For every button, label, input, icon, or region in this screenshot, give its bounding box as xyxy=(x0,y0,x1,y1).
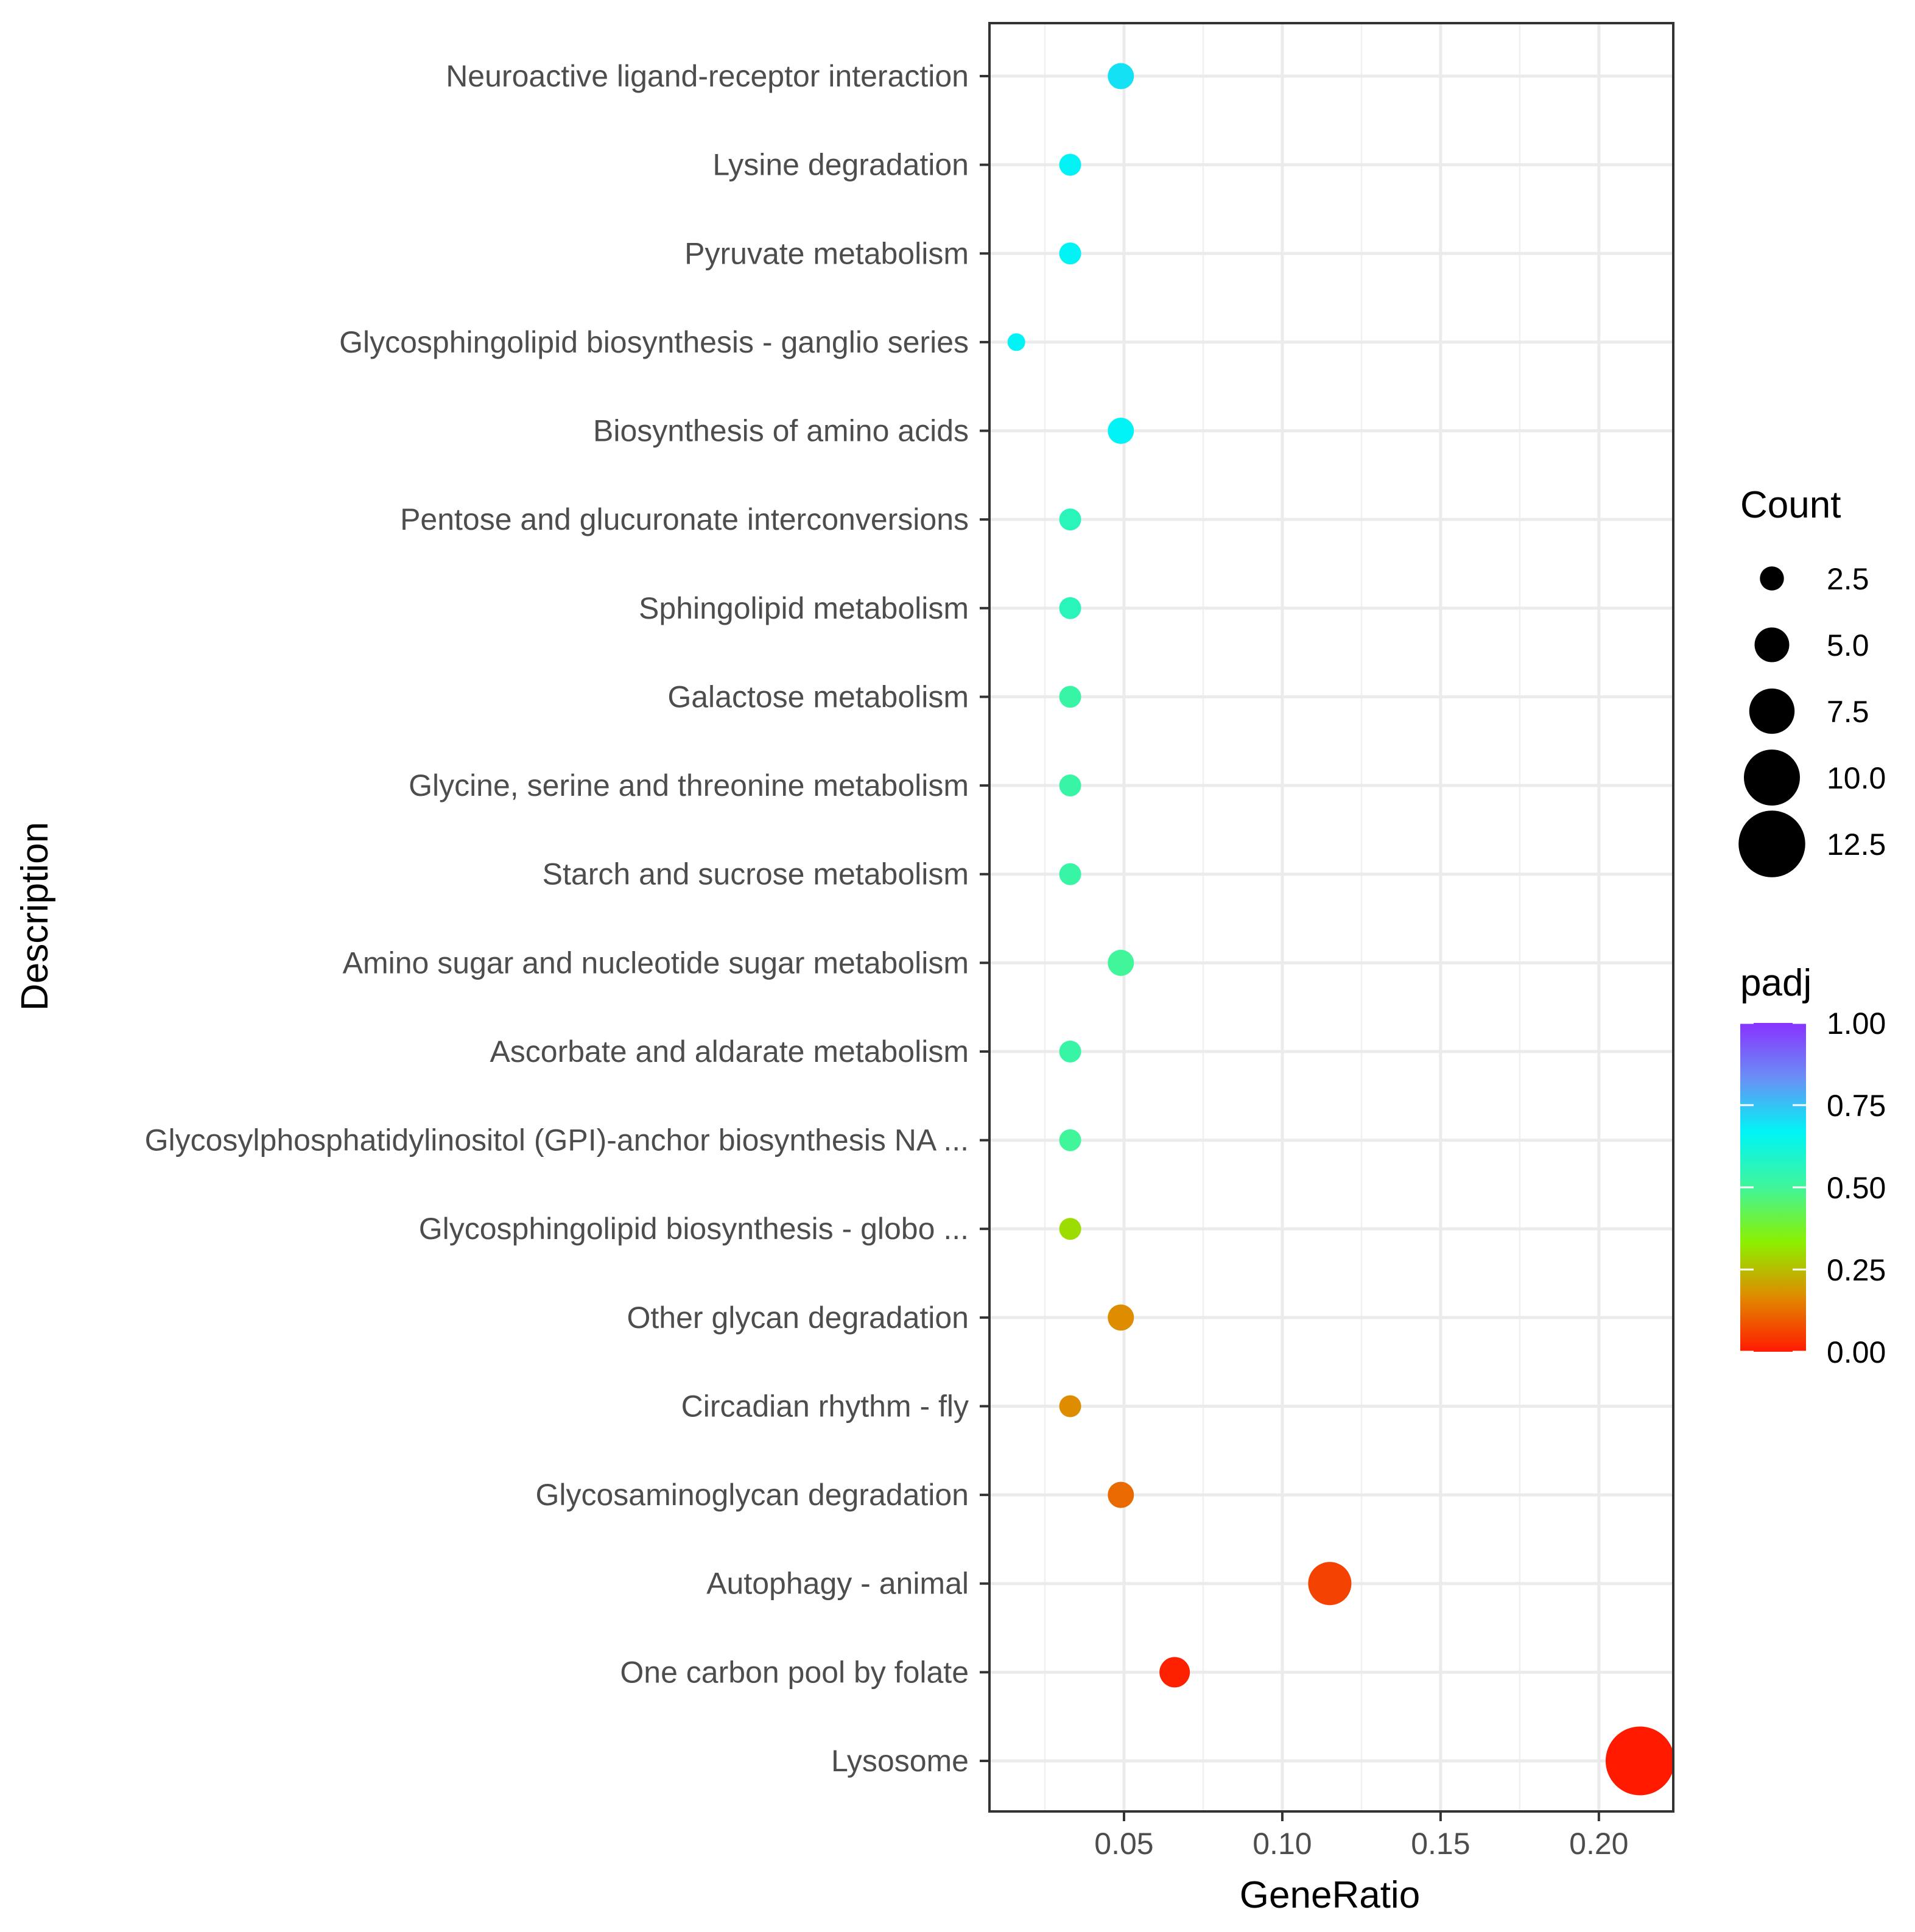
y-tick-label: Biosynthesis of amino acids xyxy=(593,414,969,448)
count-legend-key xyxy=(1754,627,1790,662)
count-legend-key xyxy=(1738,810,1805,877)
point-pentose-and-glucuronate-interconversions xyxy=(1059,508,1081,531)
y-tick-label: Amino sugar and nucleotide sugar metabol… xyxy=(343,946,969,980)
y-tick-label: Starch and sucrose metabolism xyxy=(543,857,969,891)
y-tick-label: Lysosome xyxy=(831,1744,969,1778)
padj-legend-label: 0.50 xyxy=(1827,1171,1886,1205)
count-size-legend: Count 2.5 5.0 7.5 10.0 12.5 xyxy=(1738,484,1886,877)
count-legend-label: 12.5 xyxy=(1827,827,1886,862)
plot-panel xyxy=(988,22,1674,1813)
x-tick-label: 0.15 xyxy=(1411,1827,1470,1861)
point-glycine-serine-and-threonine-metabolism xyxy=(1059,775,1081,797)
point-biosynthesis-of-amino-acids xyxy=(1108,418,1134,444)
panel-border xyxy=(988,22,1674,1813)
count-legend-key xyxy=(1744,750,1800,806)
point-glycosaminoglycan-degradation xyxy=(1108,1481,1134,1508)
x-tick-label: 0.05 xyxy=(1094,1827,1153,1861)
y-tick-label: Sphingolipid metabolism xyxy=(639,591,969,625)
padj-legend-label: 0.25 xyxy=(1827,1253,1886,1287)
point-starch-and-sucrose-metabolism xyxy=(1059,863,1081,885)
x-tick-label: 0.10 xyxy=(1253,1827,1312,1861)
point-glycosphingolipid-biosynthesis-globo xyxy=(1059,1218,1081,1240)
point-sphingolipid-metabolism xyxy=(1059,597,1081,619)
point-other-glycan-degradation xyxy=(1108,1304,1134,1331)
point-amino-sugar-and-nucleotide-sugar-metabolism xyxy=(1108,949,1134,976)
y-tick-label: Other glycan degradation xyxy=(627,1301,969,1335)
y-tick-label: Glycosaminoglycan degradation xyxy=(535,1478,969,1512)
y-tick-label: Glycine, serine and threonine metabolism xyxy=(409,768,969,803)
point-glycosylphosphatidylinositol-gpi-anchor-biosynthesis-na xyxy=(1059,1129,1081,1151)
padj-legend-title: padj xyxy=(1740,962,1811,1004)
x-axis-title: GeneRatio xyxy=(1240,1874,1420,1916)
y-tick-label: Lysine degradation xyxy=(712,148,969,182)
point-galactose-metabolism xyxy=(1059,686,1081,708)
y-tick-label: Pyruvate metabolism xyxy=(684,236,969,270)
point-lysosome xyxy=(1605,1726,1674,1796)
count-legend-title: Count xyxy=(1740,484,1841,526)
x-axis: 0.05 0.10 0.15 0.20 xyxy=(1094,1811,1628,1861)
y-tick-label: Ascorbate and aldarate metabolism xyxy=(490,1034,969,1069)
y-tick-label: Glycosphingolipid biosynthesis - globo .… xyxy=(419,1212,969,1246)
point-circadian-rhythm-fly xyxy=(1059,1395,1081,1417)
count-legend-key xyxy=(1760,566,1784,591)
y-axis-title: Description xyxy=(14,822,56,1011)
y-tick-label: Pentose and glucuronate interconversions xyxy=(400,502,969,536)
y-tick-label: Glycosylphosphatidylinositol (GPI)-ancho… xyxy=(145,1123,969,1157)
count-legend-label: 7.5 xyxy=(1827,695,1869,729)
y-axis-labels: Neuroactive ligand-receptor interaction L… xyxy=(145,59,989,1778)
point-pyruvate-metabolism xyxy=(1059,242,1081,265)
point-lysine-degradation xyxy=(1059,153,1081,176)
y-tick-label: Galactose metabolism xyxy=(667,680,969,714)
count-legend-label: 10.0 xyxy=(1827,761,1886,795)
point-glycosphingolipid-biosynthesis-ganglio-series xyxy=(1007,333,1025,351)
panel-background xyxy=(989,23,1673,1811)
count-legend-label: 5.0 xyxy=(1827,628,1869,662)
y-tick-label: Neuroactive ligand-receptor interaction xyxy=(446,59,969,93)
y-tick-label: Glycosphingolipid biosynthesis - ganglio… xyxy=(339,325,969,359)
y-tick-label: One carbon pool by folate xyxy=(620,1655,969,1689)
padj-color-legend: padj 1.00 0.75 0.50 0.25 0.00 xyxy=(1740,962,1886,1369)
padj-legend-label: 1.00 xyxy=(1827,1006,1886,1041)
count-legend-key xyxy=(1749,688,1795,734)
padj-legend-label: 0.00 xyxy=(1827,1335,1886,1369)
padj-legend-label: 0.75 xyxy=(1827,1089,1886,1123)
count-legend-label: 2.5 xyxy=(1827,562,1869,596)
point-neuroactive-ligand-receptor-interaction xyxy=(1108,63,1134,90)
point-autophagy-animal xyxy=(1308,1562,1352,1606)
point-ascorbate-and-aldarate-metabolism xyxy=(1059,1040,1081,1063)
y-tick-label: Circadian rhythm - fly xyxy=(681,1389,969,1423)
x-tick-label: 0.20 xyxy=(1569,1827,1628,1861)
point-one-carbon-pool-by-folate xyxy=(1159,1657,1190,1688)
y-tick-label: Autophagy - animal xyxy=(706,1567,969,1601)
